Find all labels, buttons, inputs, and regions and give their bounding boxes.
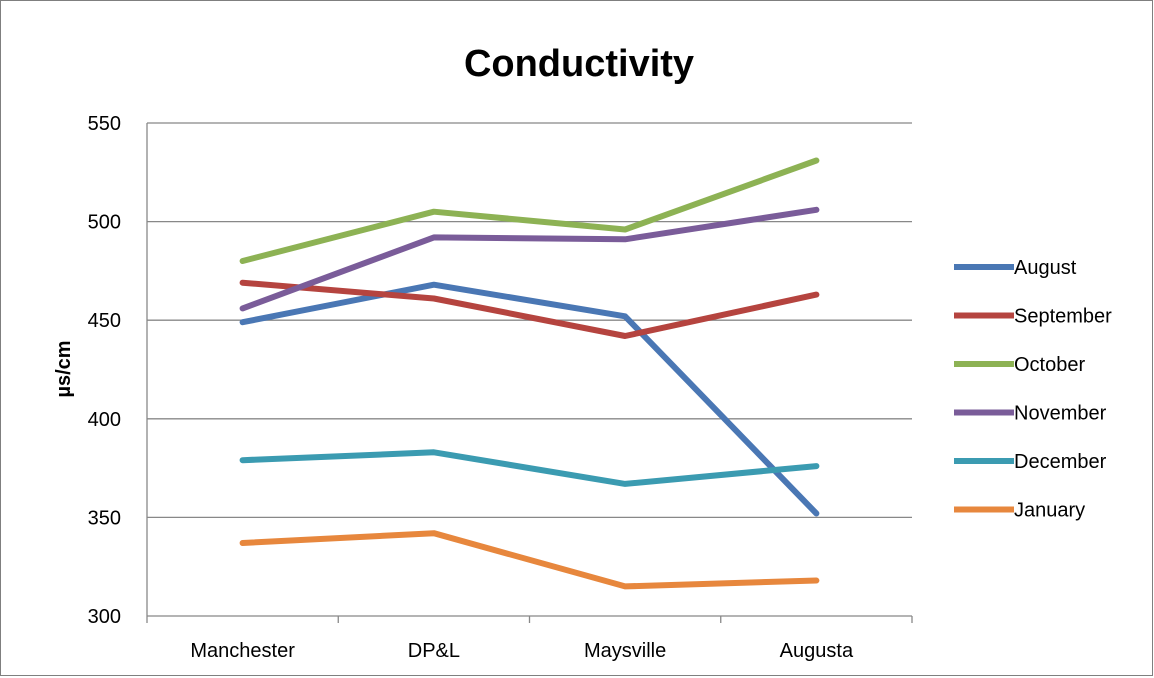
- y-tick-label: 450: [88, 310, 121, 332]
- chart-title: Conductivity: [464, 43, 694, 85]
- x-tick-label: Augusta: [780, 640, 854, 662]
- series-line-december: [239, 449, 820, 487]
- legend-label: January: [1014, 500, 1085, 522]
- y-tick-label: 350: [88, 507, 121, 529]
- series-line-november: [239, 206, 820, 312]
- y-tick-labels: 300 350 400 450 500 550: [88, 113, 121, 628]
- axes: [146, 123, 913, 623]
- series-line-january: [239, 530, 820, 590]
- legend-label: November: [1014, 403, 1107, 425]
- legend-label: December: [1014, 451, 1107, 473]
- series-line-september: [239, 279, 820, 339]
- x-tick-label: DP&L: [408, 640, 460, 662]
- y-tick-label: 400: [88, 409, 121, 431]
- x-tick-label: Maysville: [584, 640, 666, 662]
- x-tick-label: Manchester: [190, 640, 295, 662]
- legend-label: August: [1014, 257, 1077, 279]
- legend-label: October: [1014, 354, 1085, 376]
- legend-label: September: [1014, 306, 1112, 328]
- y-tick-label: 300: [88, 606, 121, 628]
- y-axis-label: µs/cm: [53, 340, 75, 397]
- y-tick-label: 500: [88, 212, 121, 234]
- series-lines: [239, 157, 820, 590]
- y-tick-label: 550: [88, 113, 121, 135]
- series-line-october: [239, 157, 820, 264]
- x-tick-labels: Manchester DP&L Maysville Augusta: [190, 640, 854, 662]
- legend: August September October November December Ja…: [954, 257, 1112, 522]
- series-line-august: [239, 281, 820, 517]
